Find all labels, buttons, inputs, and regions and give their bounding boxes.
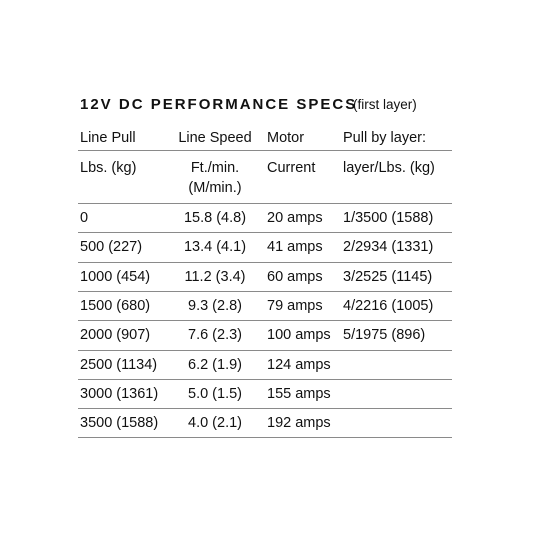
header-cell: Ft./min. (M/min.) [188,160,242,196]
header-cell: Line Speed [178,130,252,146]
table-cell: 192 amps [267,415,331,432]
table-cell: 0 [80,210,89,226]
subtitle: (first layer) [353,97,417,112]
table-cell: 41 amps [267,239,323,256]
table-cell: 3500 (1588) [80,415,159,432]
table-cell: 2500 (1134) [80,356,158,373]
table-cell: 124 amps [267,356,331,373]
table-cell: 5.0 (1.5) [188,385,242,402]
table-cell: 13.4 (4.1) [183,239,247,256]
header-cell: layer/Lbs. (kg) [343,160,435,176]
table-cell: 4.0 (2.1) [188,415,242,432]
divider [78,437,452,439]
table-cell: 11.2 (3.4) [184,268,246,285]
divider [78,232,452,234]
table-cell: 3/2525 (1145) [343,268,433,285]
table-cell: 4/2216 (1005) [343,297,434,314]
divider [78,150,452,151]
table-cell: 2/2934 (1331) [343,239,434,256]
table-cell: 1500 (680) [80,297,151,314]
table-cell: 60 amps [267,268,323,285]
table-cell: 1/3500 (1588) [343,210,434,226]
table-cell: 500 (227) [80,239,143,256]
table-cell: 3000 (1361) [80,385,159,402]
divider [78,261,452,263]
header-cell: Line Pull [80,130,136,146]
table-cell: 100 amps [267,327,331,344]
divider [78,349,452,351]
header-cell: Current [267,160,316,176]
table-cell: 7.6 (2.3) [188,327,242,344]
header-cell: Pull by layer: [343,130,427,146]
divider [78,378,452,380]
title: 12V DC PERFORMANCE SPECS [80,96,358,113]
divider [78,203,452,204]
table-cell: 5/1975 (896) [343,327,426,344]
table-cell: 15.8 (4.8) [183,210,247,226]
divider [78,290,452,292]
header-cell: Motor [267,130,305,146]
table-cell: 1000 (454) [80,268,151,285]
table-cell: 2000 (907) [80,327,151,344]
divider [78,408,452,410]
table-cell: 79 amps [267,297,323,314]
header-cell: Lbs. (kg) [80,160,137,176]
table-cell: 20 amps [267,210,323,226]
divider [78,320,452,322]
table-cell: 9.3 (2.8) [188,297,242,314]
table-cell: 6.2 (1.9) [188,356,242,373]
table-cell: 155 amps [267,385,331,402]
